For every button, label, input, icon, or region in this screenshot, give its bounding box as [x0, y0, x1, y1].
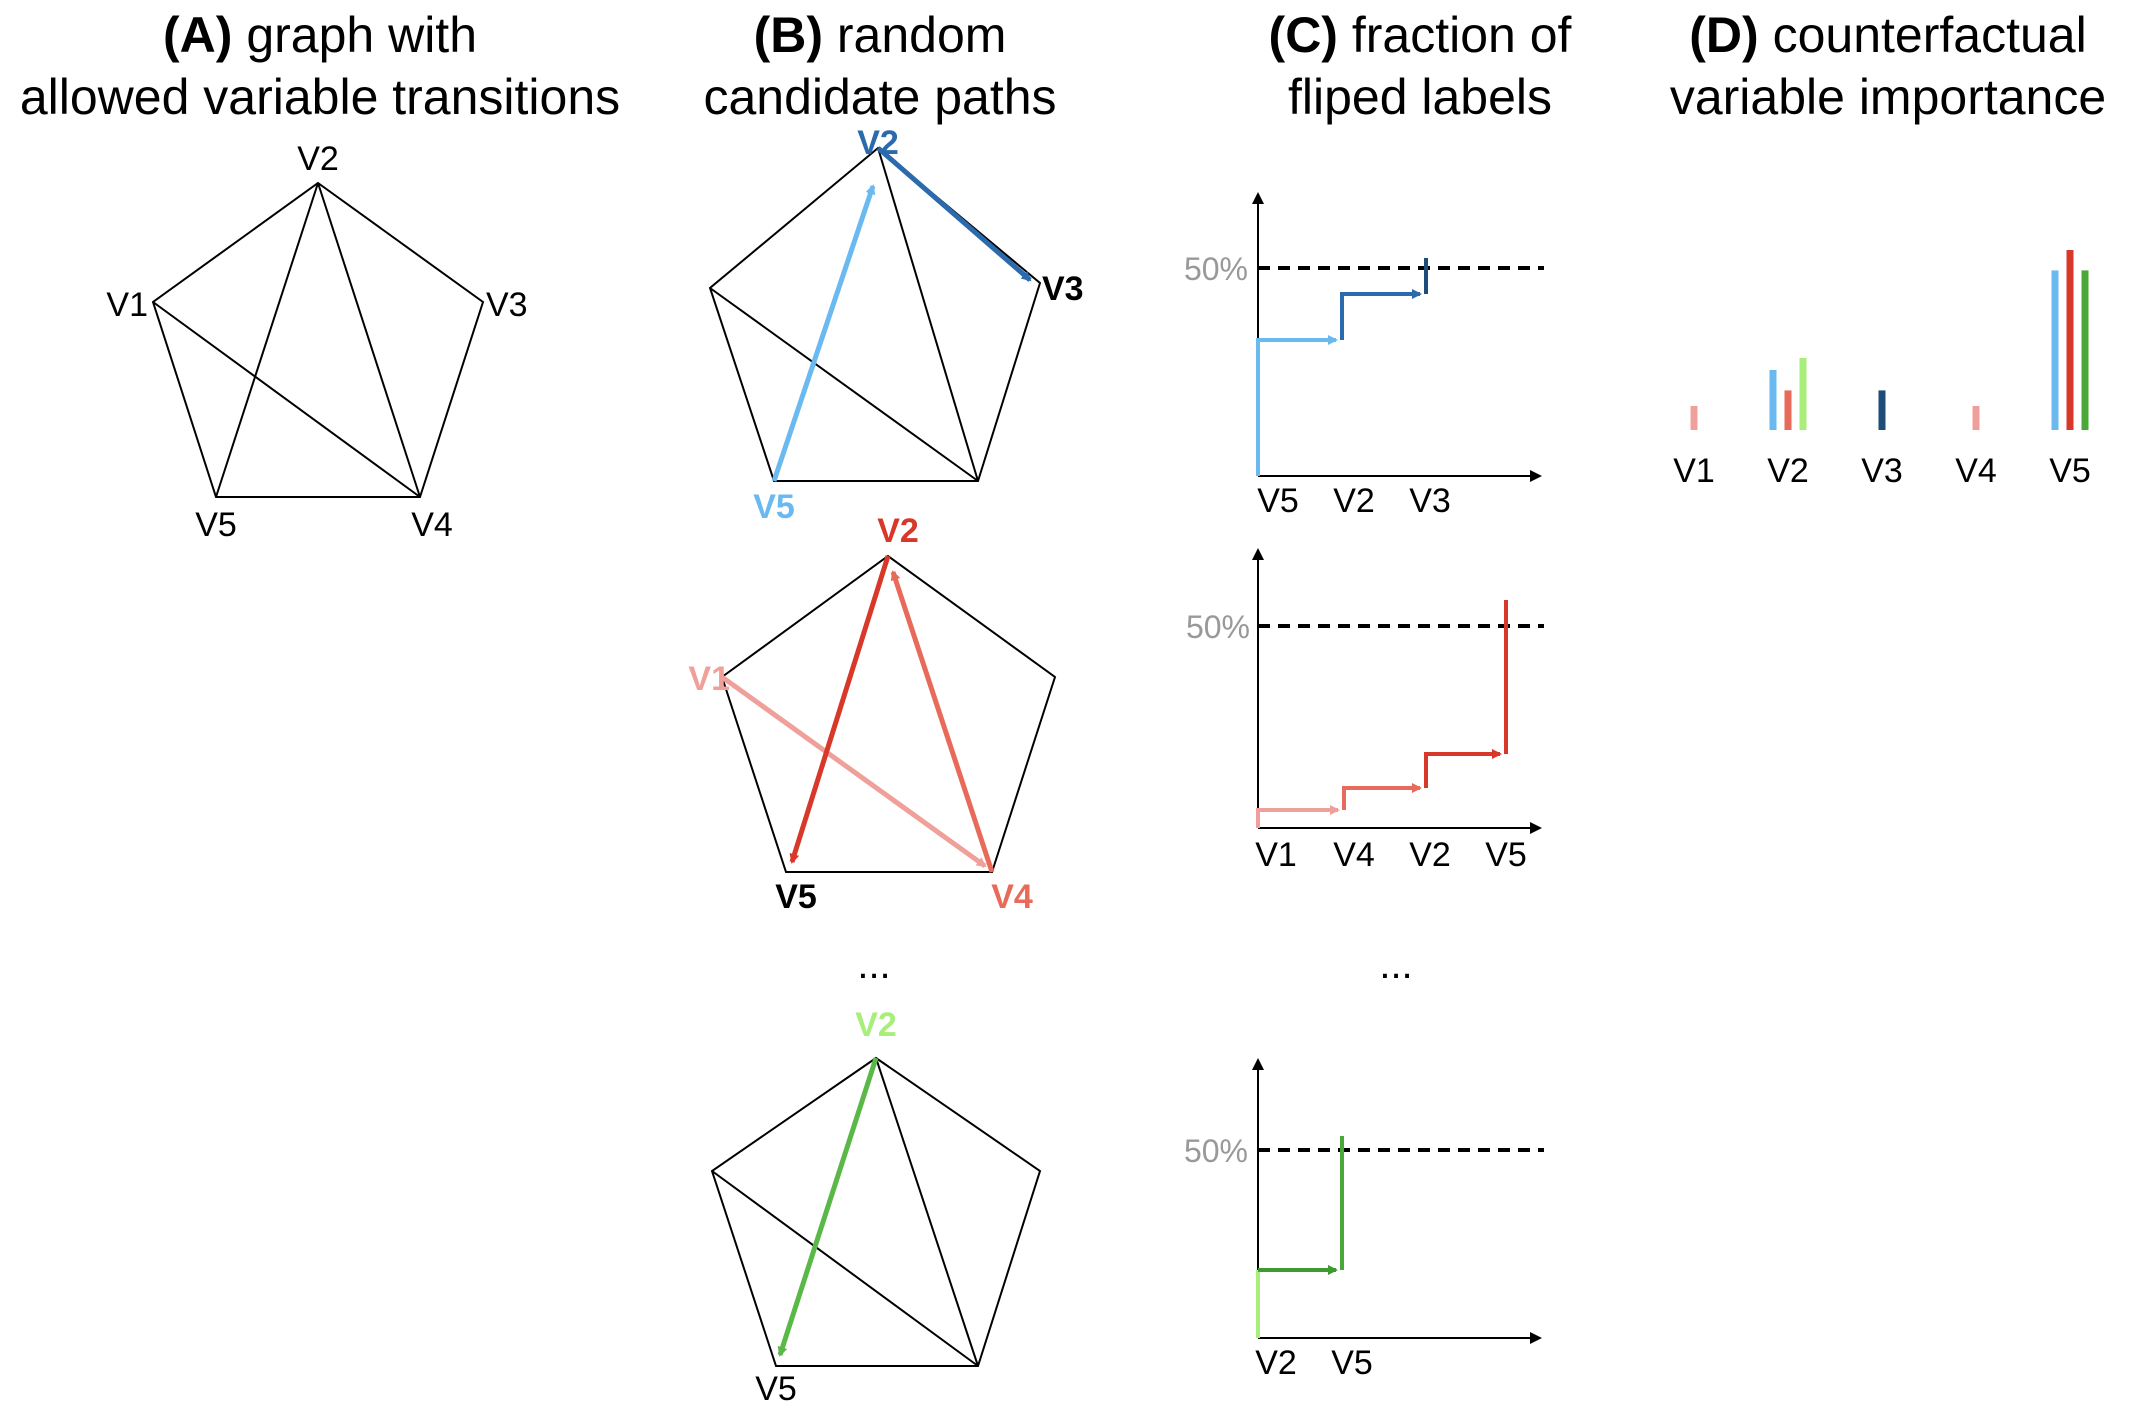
- panel-d-line1: counterfactual: [1772, 7, 2087, 63]
- edge-v2-v5: [215, 182, 319, 498]
- bar-label-v4: V4: [1955, 452, 1997, 490]
- panel-c-title: (C) fraction of fliped labels: [1200, 4, 1640, 128]
- x-label-2-3: V5: [1485, 836, 1527, 874]
- path1-label-v2: V2: [857, 124, 899, 162]
- panel-b-path1: V2 V3 V5: [708, 124, 1084, 526]
- step-1-seg-2: [1340, 289, 1422, 340]
- path2-label-v2: V2: [877, 512, 919, 550]
- pentagon-b1: [708, 146, 1042, 482]
- panel-b-line2: candidate paths: [703, 69, 1057, 125]
- edge-v1-v4: [152, 301, 421, 498]
- node-label-v2: V2: [297, 140, 339, 178]
- path3-label-v2: V2: [855, 1006, 897, 1044]
- panel-b-path2: V2 V1 V5 V4: [688, 512, 1057, 916]
- panel-c-line1: fraction of: [1351, 7, 1572, 63]
- path2-label-v4: V4: [991, 878, 1033, 916]
- step-1-seg-1: [1256, 335, 1338, 476]
- x-label-2-0: V1: [1255, 836, 1297, 874]
- node-label-v1: V1: [106, 286, 148, 324]
- edge-b3-v2-v4: [875, 1057, 979, 1367]
- arrow-v2-v3: [876, 146, 1032, 282]
- bar-v3-0: [1878, 390, 1886, 430]
- node-label-v4: V4: [411, 506, 453, 544]
- panel-b-title: (B) random candidate paths: [660, 4, 1100, 128]
- step-2-seg-3: [1424, 749, 1502, 788]
- bar-v2-2: [1799, 358, 1807, 430]
- bar-v5-2: [2081, 270, 2089, 430]
- path2-label-v1: V1: [688, 660, 730, 698]
- panel-a-line2: allowed variable transitions: [19, 69, 621, 125]
- x-label-1-0: V5: [1257, 482, 1299, 520]
- x-label-1-1: V2: [1333, 482, 1375, 520]
- bar-v1-0: [1690, 406, 1698, 430]
- panel-a-line1: graph with: [246, 7, 478, 63]
- panel-a-title: (A) graph with allowed variable transiti…: [0, 4, 640, 128]
- ellipsis-b: ...: [857, 943, 890, 987]
- x-label-1-2: V3: [1409, 482, 1451, 520]
- importance-bar-chart: V1 V2 V3 V4 V5: [1673, 250, 2091, 490]
- path1-label-v3: V3: [1042, 270, 1084, 308]
- node-label-v3: V3: [486, 286, 528, 324]
- threshold-label-3: 50%: [1184, 1133, 1248, 1169]
- bar-label-v2: V2: [1767, 452, 1809, 490]
- panel-b-letter: (B): [753, 7, 823, 63]
- bar-v5-0: [2051, 270, 2059, 430]
- threshold-label-2: 50%: [1186, 609, 1250, 645]
- edge-v2-v4: [317, 182, 421, 498]
- pentagon-a: [151, 181, 485, 498]
- node-label-v5: V5: [195, 506, 237, 544]
- x-label-2-1: V4: [1333, 836, 1375, 874]
- pentagon-b3: [710, 1056, 1042, 1367]
- bar-v2-1: [1784, 390, 1792, 430]
- bar-label-v1: V1: [1673, 452, 1715, 490]
- x-label-3-0: V2: [1255, 1344, 1297, 1382]
- bar-v5-1: [2066, 250, 2074, 430]
- step-chart-1: 50% V5 V2 V3: [1184, 192, 1544, 520]
- bar-v4-0: [1972, 406, 1980, 430]
- step-2-seg-1: [1256, 805, 1340, 828]
- pentagon-b2: [720, 554, 1057, 873]
- panel-c-line2: fliped labels: [1287, 69, 1553, 125]
- arrow-v2-v5-green: [777, 1057, 879, 1357]
- bar-label-v3: V3: [1861, 452, 1903, 490]
- threshold-label-1: 50%: [1184, 251, 1248, 287]
- panel-a-graph: [151, 181, 485, 498]
- panel-b-path3: V2 V5: [710, 1006, 1042, 1406]
- x-label-3-1: V5: [1331, 1344, 1373, 1382]
- panel-c-letter: (C): [1268, 7, 1338, 63]
- arrow-v4-v2: [890, 570, 995, 873]
- edge-b1-v2-v4: [877, 147, 979, 482]
- edge-b3-v1-v4: [711, 1170, 979, 1367]
- path3-label-v5: V5: [755, 1370, 797, 1406]
- bar-v2-0: [1769, 370, 1777, 430]
- arrow-v1-v4: [720, 674, 987, 869]
- path2-label-v5: V5: [775, 878, 817, 916]
- panel-d-letter: (D): [1689, 7, 1759, 63]
- edge-b1-v1-v4: [709, 287, 979, 482]
- panel-d-title: (D) counterfactual variable importance: [1640, 4, 2136, 128]
- ellipsis-c: ...: [1379, 943, 1412, 987]
- panel-b-line1: random: [836, 7, 1007, 63]
- bar-label-v5: V5: [2049, 452, 2091, 490]
- step-chart-2: 50% V1 V4 V2 V5: [1186, 548, 1544, 874]
- arrow-v5-v2: [771, 184, 876, 482]
- step-2-seg-2: [1342, 783, 1422, 810]
- step-chart-3: 50% V2 V5: [1184, 1058, 1544, 1382]
- x-label-2-2: V2: [1409, 836, 1451, 874]
- path1-label-v5: V5: [753, 488, 795, 526]
- panel-d-line2: variable importance: [1669, 69, 2107, 125]
- arrow-v2-v5: [789, 555, 891, 864]
- panel-a-letter: (A): [162, 7, 233, 63]
